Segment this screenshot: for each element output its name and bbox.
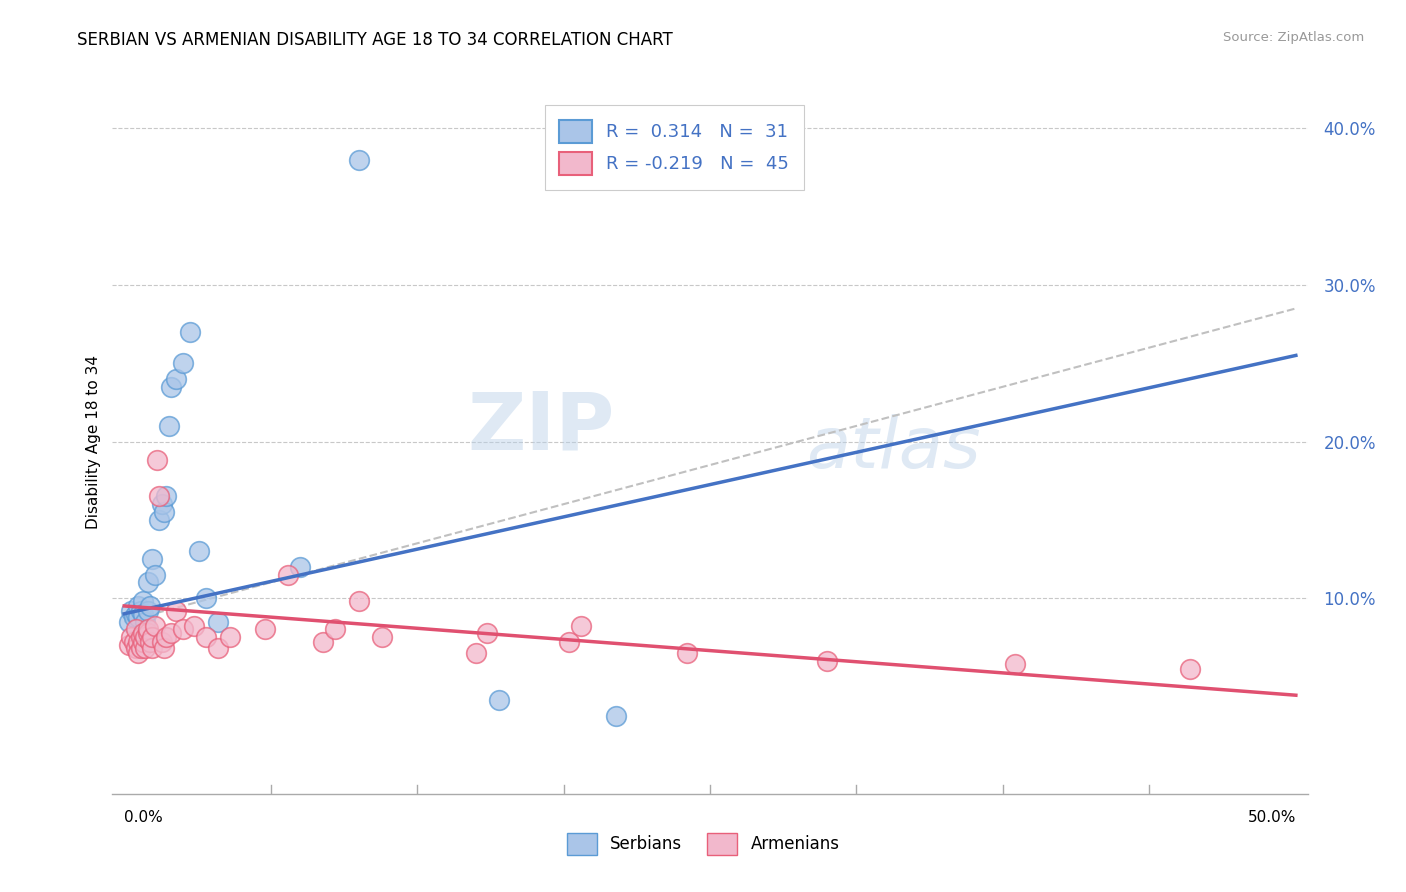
Point bbox=[127, 599, 149, 613]
Point bbox=[253, 623, 276, 637]
Point bbox=[157, 418, 180, 433]
Point bbox=[195, 591, 218, 606]
Text: 0.0%: 0.0% bbox=[124, 810, 163, 825]
Point bbox=[125, 641, 148, 656]
Point bbox=[153, 641, 176, 656]
Point bbox=[195, 630, 218, 644]
Point bbox=[464, 646, 486, 660]
Point bbox=[139, 635, 162, 649]
Point bbox=[125, 607, 148, 621]
Point bbox=[477, 625, 499, 640]
Point bbox=[118, 638, 141, 652]
Point bbox=[132, 625, 155, 640]
Legend: R =  0.314   N =  31, R = -0.219   N =  45: R = 0.314 N = 31, R = -0.219 N = 45 bbox=[544, 105, 804, 190]
Point bbox=[146, 453, 169, 467]
Point bbox=[1004, 657, 1026, 671]
Point bbox=[134, 630, 156, 644]
Point bbox=[143, 567, 166, 582]
Point bbox=[148, 489, 170, 503]
Point bbox=[815, 654, 838, 668]
Point bbox=[155, 489, 177, 503]
Legend: Serbians, Armenians: Serbians, Armenians bbox=[560, 827, 846, 862]
Point bbox=[120, 630, 142, 644]
Point bbox=[165, 604, 187, 618]
Text: 50.0%: 50.0% bbox=[1247, 810, 1296, 825]
Point bbox=[558, 635, 581, 649]
Point bbox=[127, 635, 149, 649]
Point bbox=[132, 607, 155, 621]
Point bbox=[675, 646, 697, 660]
Point bbox=[207, 615, 229, 629]
Point bbox=[150, 497, 173, 511]
Point bbox=[188, 544, 211, 558]
Point bbox=[183, 619, 205, 633]
Point bbox=[125, 623, 148, 637]
Point bbox=[129, 641, 152, 656]
Point bbox=[371, 630, 394, 644]
Text: ZIP: ZIP bbox=[467, 388, 614, 467]
Point bbox=[127, 646, 149, 660]
Y-axis label: Disability Age 18 to 34: Disability Age 18 to 34 bbox=[86, 354, 101, 529]
Point bbox=[150, 635, 173, 649]
Point bbox=[160, 380, 183, 394]
Point bbox=[136, 625, 159, 640]
Point bbox=[136, 623, 159, 637]
Point bbox=[347, 594, 370, 608]
Point bbox=[172, 623, 194, 637]
Point bbox=[160, 625, 183, 640]
Point bbox=[323, 623, 346, 637]
Point bbox=[277, 567, 299, 582]
Point bbox=[148, 513, 170, 527]
Point bbox=[179, 325, 201, 339]
Point bbox=[136, 604, 159, 618]
Point bbox=[132, 594, 155, 608]
Point bbox=[155, 630, 177, 644]
Point bbox=[605, 708, 627, 723]
Point bbox=[153, 505, 176, 519]
Point bbox=[122, 635, 145, 649]
Point bbox=[1180, 662, 1202, 676]
Point bbox=[127, 610, 149, 624]
Point bbox=[207, 641, 229, 656]
Point bbox=[122, 610, 145, 624]
Point bbox=[118, 615, 141, 629]
Point bbox=[139, 599, 162, 613]
Point bbox=[141, 552, 163, 566]
Point bbox=[136, 575, 159, 590]
Point bbox=[347, 153, 370, 167]
Point bbox=[218, 630, 240, 644]
Point bbox=[120, 604, 142, 618]
Point bbox=[288, 559, 311, 574]
Point bbox=[129, 604, 152, 618]
Point bbox=[143, 619, 166, 633]
Point bbox=[129, 630, 152, 644]
Point bbox=[488, 693, 510, 707]
Point bbox=[312, 635, 335, 649]
Text: SERBIAN VS ARMENIAN DISABILITY AGE 18 TO 34 CORRELATION CHART: SERBIAN VS ARMENIAN DISABILITY AGE 18 TO… bbox=[77, 31, 673, 49]
Point bbox=[132, 635, 155, 649]
Point bbox=[165, 372, 187, 386]
Point bbox=[141, 630, 163, 644]
Point bbox=[172, 356, 194, 370]
Point bbox=[569, 619, 592, 633]
Text: Source: ZipAtlas.com: Source: ZipAtlas.com bbox=[1223, 31, 1364, 45]
Point bbox=[134, 615, 156, 629]
Text: atlas: atlas bbox=[806, 414, 980, 483]
Point bbox=[141, 641, 163, 656]
Point bbox=[134, 641, 156, 656]
